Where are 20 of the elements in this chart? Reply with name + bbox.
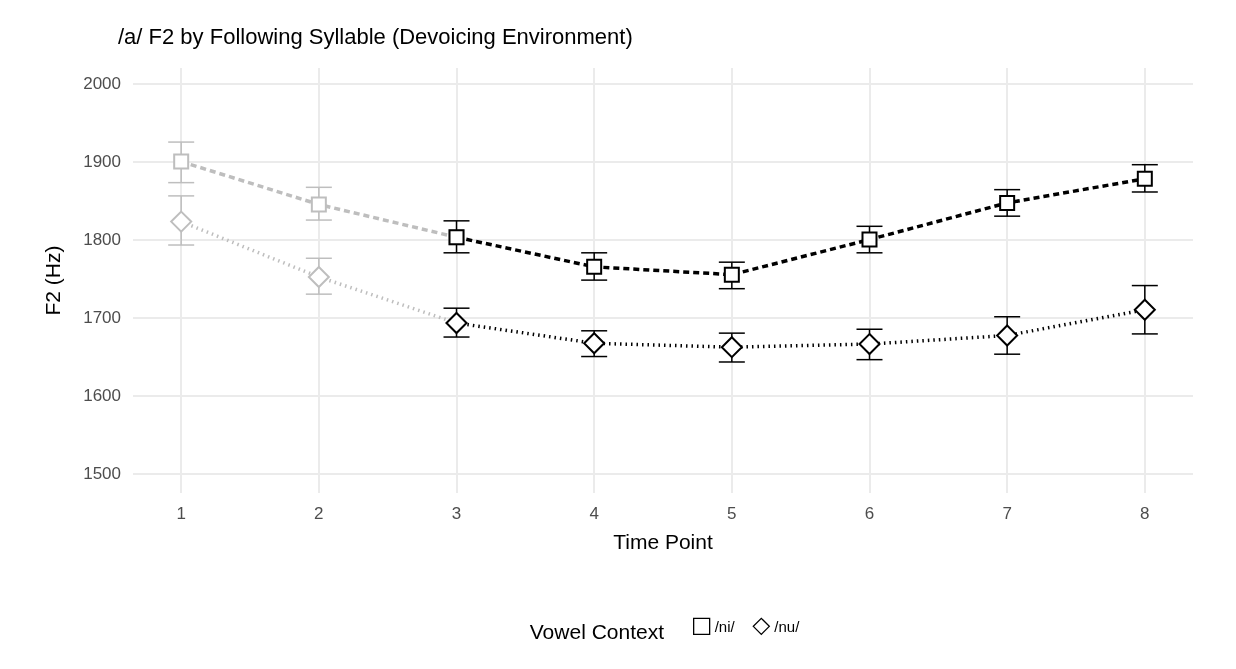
legend-label: /nu/ [774, 617, 801, 635]
x-tick-label: 8 [1140, 504, 1150, 523]
x-tick-label: 3 [451, 504, 462, 523]
y-tick-label: 1800 [83, 230, 121, 250]
y-tick-label: 2000 [83, 74, 121, 94]
x-tick-label: 4 [589, 504, 599, 523]
y-tick-label: 1700 [83, 308, 121, 328]
legend-title: Vowel Context [529, 620, 665, 643]
x-tick-label: 1 [176, 504, 186, 523]
x-tick-label: 5 [727, 504, 737, 523]
y-tick-label: 1500 [83, 464, 121, 483]
x-tick-label: 6 [864, 504, 875, 523]
chart-title: /a/ F2 by Following Syllable (Devoicing Environment) [118, 23, 633, 49]
legend-label: /ni/ [714, 617, 736, 635]
x-tick-label: 7 [1002, 504, 1012, 523]
y-tick-label: 1600 [83, 386, 121, 406]
y-tick-label: 1900 [83, 152, 121, 172]
x-tick-label: 2 [314, 504, 324, 523]
x-axis-title: Time Point [613, 530, 713, 553]
y-axis-title: F2 (Hz) [41, 245, 64, 316]
